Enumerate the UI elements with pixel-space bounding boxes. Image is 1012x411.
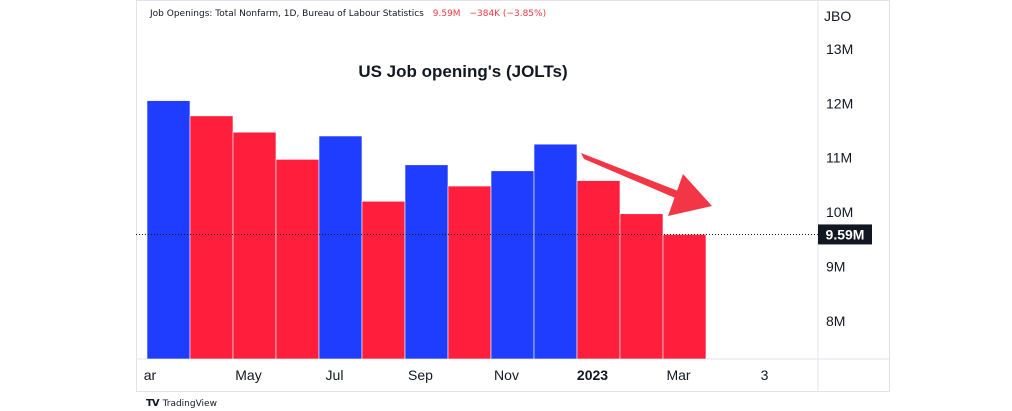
y-tick-label: 13M bbox=[826, 41, 853, 57]
chart-title: US Job opening's (JOLTs) bbox=[358, 62, 567, 81]
brand-name: TradingView bbox=[162, 398, 217, 409]
bar-aug-2022[interactable] bbox=[361, 200, 406, 360]
tradingview-logo-icon: TV bbox=[146, 398, 160, 409]
y-tick-label: 8M bbox=[826, 313, 845, 329]
trend-arrow-head bbox=[668, 174, 712, 216]
bar-mar-2022[interactable] bbox=[146, 100, 191, 360]
symbol-header: Job Openings: Total Nonfarm, 1D, Bureau … bbox=[150, 9, 546, 19]
last-value-badge: 9.59M bbox=[818, 224, 872, 245]
y-tick-label: 11M bbox=[826, 150, 852, 166]
last-value: 9.59M bbox=[432, 9, 461, 19]
bars-group bbox=[146, 100, 707, 360]
x-tick-label: Jul bbox=[326, 367, 344, 383]
x-tick-label: May bbox=[235, 367, 261, 383]
trend-arrow-shaft bbox=[581, 153, 691, 203]
x-tick-label: 3 bbox=[761, 367, 769, 383]
ticker-label: JBO bbox=[824, 8, 851, 24]
change-value: −384K (−3.85%) bbox=[469, 9, 547, 19]
y-tick-label: 12M bbox=[826, 95, 853, 111]
time-axis[interactable]: ar May Jul Sep Nov 2023 Mar 3 bbox=[144, 367, 769, 383]
bar-oct-2022[interactable] bbox=[447, 185, 492, 360]
bar-nov-2022[interactable] bbox=[490, 170, 535, 360]
y-tick-label: 9M bbox=[826, 259, 845, 275]
bar-sep-2022[interactable] bbox=[404, 164, 449, 360]
symbol-description: Job Openings: Total Nonfarm, 1D, Bureau … bbox=[150, 9, 424, 19]
bar-jun-2022[interactable] bbox=[275, 159, 320, 360]
x-tick-label: Sep bbox=[408, 367, 433, 383]
bar-feb-2023[interactable] bbox=[619, 213, 664, 360]
last-value-badge-bg bbox=[818, 224, 872, 245]
bar-mar-2023[interactable] bbox=[662, 234, 707, 360]
bar-may-2022[interactable] bbox=[232, 131, 277, 360]
price-axis[interactable]: 13M 12M 11M 10M 9M 8M bbox=[826, 41, 853, 329]
x-tick-label: Nov bbox=[494, 367, 519, 383]
trend-down-arrow-icon bbox=[581, 153, 712, 216]
y-tick-label: 10M bbox=[826, 204, 853, 220]
bar-jul-2022[interactable] bbox=[318, 135, 363, 360]
tradingview-brand[interactable]: TV TradingView bbox=[146, 398, 217, 409]
x-tick-label: ar bbox=[144, 367, 157, 383]
bar-dec-2022[interactable] bbox=[533, 143, 578, 360]
x-tick-label: 2023 bbox=[577, 367, 608, 383]
last-value-badge-text: 9.59M bbox=[826, 226, 865, 242]
bar-jan-2023[interactable] bbox=[576, 180, 621, 360]
x-tick-label: Mar bbox=[666, 367, 690, 383]
bar-apr-2022[interactable] bbox=[189, 115, 234, 360]
